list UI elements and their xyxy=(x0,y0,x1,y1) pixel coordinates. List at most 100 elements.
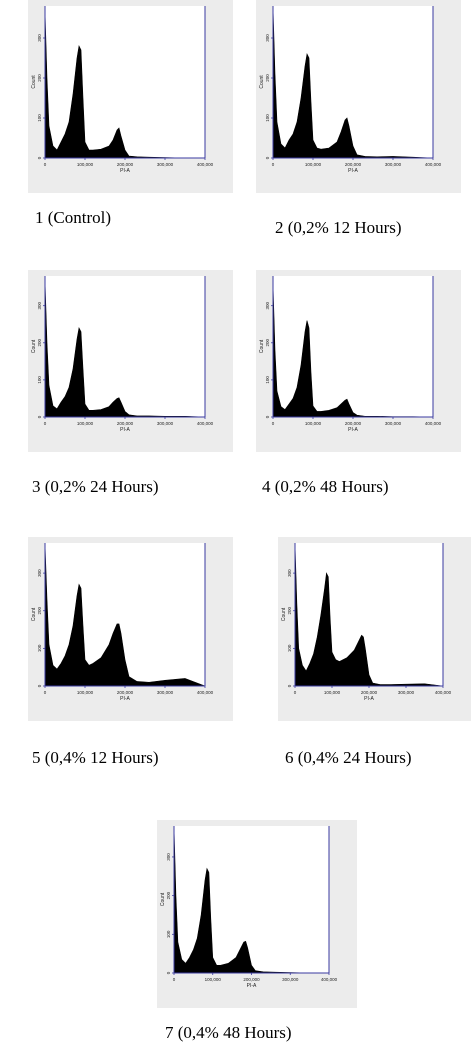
caption-6: 6 (0,4% 24 Hours) xyxy=(285,748,412,767)
caption-5: 5 (0,4% 12 Hours) xyxy=(32,748,159,767)
x-tick-label: 300,000 xyxy=(385,162,402,167)
histogram-area xyxy=(44,279,206,418)
y-axis-label: Count xyxy=(281,607,287,621)
histogram-5: 0 100,000 200,000 300,000 400,000 0 100 200 300 P… xyxy=(31,542,214,702)
x-tick-label: 0 xyxy=(294,690,297,695)
y-tick-label: 300 xyxy=(37,569,42,577)
y-axis-label: Count xyxy=(259,339,265,353)
x-tick-label: 300,000 xyxy=(398,690,415,695)
x-axis-label: PI-A xyxy=(120,168,130,174)
histogram-area xyxy=(173,825,329,974)
x-tick-label: 200,000 xyxy=(117,690,134,695)
histogram-panel-3: 0 100,000 200,000 300,000 400,000 0 100 200 300 P… xyxy=(28,270,233,452)
y-tick-label: 100 xyxy=(265,114,270,122)
x-axis-label: PI-A xyxy=(348,168,358,174)
x-tick-label: 400,000 xyxy=(197,162,214,167)
x-tick-label: 200,000 xyxy=(345,162,362,167)
x-tick-label: 200,000 xyxy=(117,421,134,426)
y-tick-label: 300 xyxy=(265,301,270,309)
y-tick-label: 100 xyxy=(37,644,42,652)
x-tick-label: 100,000 xyxy=(77,162,94,167)
x-tick-label: 300,000 xyxy=(385,421,402,426)
x-axis-label: PI-A xyxy=(120,427,130,433)
y-axis-label: Count xyxy=(259,75,265,89)
histogram-area xyxy=(294,542,444,687)
y-tick-label: 0 xyxy=(166,971,171,974)
x-axis-label: PI-A xyxy=(348,427,358,433)
histogram-panel-4: 0 100,000 200,000 300,000 400,000 0 100 200 300 P… xyxy=(256,270,461,452)
caption-4: 4 (0,2% 48 Hours) xyxy=(262,477,389,496)
y-tick-label: 0 xyxy=(287,684,292,687)
x-tick-label: 400,000 xyxy=(197,421,214,426)
x-tick-label: 400,000 xyxy=(425,421,442,426)
y-tick-label: 200 xyxy=(287,606,292,614)
y-tick-label: 100 xyxy=(287,644,292,652)
x-tick-label: 400,000 xyxy=(197,690,214,695)
x-tick-label: 0 xyxy=(44,690,47,695)
histogram-panel-1: 0 100,000 200,000 300,000 400,000 0 100 200 300 P… xyxy=(28,0,233,193)
y-tick-label: 300 xyxy=(166,853,171,861)
histogram-4: 0 100,000 200,000 300,000 400,000 0 100 200 300 P… xyxy=(259,276,442,433)
caption-7: 7 (0,4% 48 Hours) xyxy=(165,1023,292,1042)
x-tick-label: 0 xyxy=(173,977,176,982)
y-tick-label: 200 xyxy=(37,74,42,82)
histogram-panel-5: 0 100,000 200,000 300,000 400,000 0 100 200 300 P… xyxy=(28,537,233,721)
x-tick-label: 200,000 xyxy=(117,162,134,167)
x-tick-label: 0 xyxy=(272,421,275,426)
y-tick-label: 200 xyxy=(166,891,171,899)
y-tick-label: 100 xyxy=(37,114,42,122)
x-tick-label: 100,000 xyxy=(305,421,322,426)
y-tick-label: 200 xyxy=(265,74,270,82)
y-tick-label: 300 xyxy=(287,569,292,577)
histogram-panel-2: 0 100,000 200,000 300,000 400,000 0 100 200 300 P… xyxy=(256,0,461,193)
x-tick-label: 100,000 xyxy=(77,421,94,426)
x-tick-label: 100,000 xyxy=(77,690,94,695)
caption-3: 3 (0,2% 24 Hours) xyxy=(32,477,159,496)
x-tick-label: 100,000 xyxy=(205,977,222,982)
x-tick-label: 300,000 xyxy=(157,421,174,426)
y-tick-label: 0 xyxy=(265,156,270,159)
y-tick-label: 100 xyxy=(37,376,42,384)
y-tick-label: 100 xyxy=(166,930,171,938)
x-tick-label: 300,000 xyxy=(157,690,174,695)
x-axis-label: PI-A xyxy=(247,983,257,989)
histogram-area xyxy=(272,5,434,159)
x-tick-label: 200,000 xyxy=(345,421,362,426)
x-tick-label: 0 xyxy=(44,162,47,167)
histogram-1: 0 100,000 200,000 300,000 400,000 0 100 200 300 P… xyxy=(31,6,214,174)
x-tick-label: 300,000 xyxy=(157,162,174,167)
x-tick-label: 400,000 xyxy=(321,977,338,982)
histogram-panel-6: 0 100,000 200,000 300,000 400,000 0 100 200 300 P… xyxy=(278,537,471,721)
y-tick-label: 200 xyxy=(37,606,42,614)
y-tick-label: 300 xyxy=(37,301,42,309)
y-axis-label: Count xyxy=(160,892,166,906)
y-tick-label: 200 xyxy=(37,339,42,347)
y-tick-label: 300 xyxy=(37,34,42,42)
y-axis-label: Count xyxy=(31,75,37,89)
histogram-2: 0 100,000 200,000 300,000 400,000 0 100 200 300 P… xyxy=(259,5,442,174)
histogram-area xyxy=(44,542,206,687)
x-tick-label: 100,000 xyxy=(305,162,322,167)
y-tick-label: 0 xyxy=(37,156,42,159)
y-tick-label: 0 xyxy=(265,415,270,418)
histogram-area xyxy=(272,283,434,418)
caption-2: 2 (0,2% 12 Hours) xyxy=(275,218,402,237)
histogram-panel-7: 0 100,000 200,000 300,000 400,000 0 100 200 300 P… xyxy=(157,820,357,1008)
x-tick-label: 300,000 xyxy=(282,977,299,982)
y-tick-label: 100 xyxy=(265,376,270,384)
x-tick-label: 0 xyxy=(272,162,275,167)
y-tick-label: 200 xyxy=(265,339,270,347)
histogram-area xyxy=(44,9,205,159)
x-tick-label: 100,000 xyxy=(324,690,341,695)
x-tick-label: 400,000 xyxy=(435,690,452,695)
x-tick-label: 200,000 xyxy=(243,977,260,982)
histogram-3: 0 100,000 200,000 300,000 400,000 0 100 200 300 P… xyxy=(31,276,214,433)
y-tick-label: 300 xyxy=(265,34,270,42)
y-axis-label: Count xyxy=(31,607,37,621)
x-axis-label: PI-A xyxy=(364,696,374,702)
caption-1: 1 (Control) xyxy=(35,208,112,227)
histogram-6: 0 100,000 200,000 300,000 400,000 0 100 200 300 P… xyxy=(281,542,452,702)
x-tick-label: 200,000 xyxy=(361,690,378,695)
x-tick-label: 0 xyxy=(44,421,47,426)
histogram-7: 0 100,000 200,000 300,000 400,000 0 100 200 300 P… xyxy=(160,825,338,989)
